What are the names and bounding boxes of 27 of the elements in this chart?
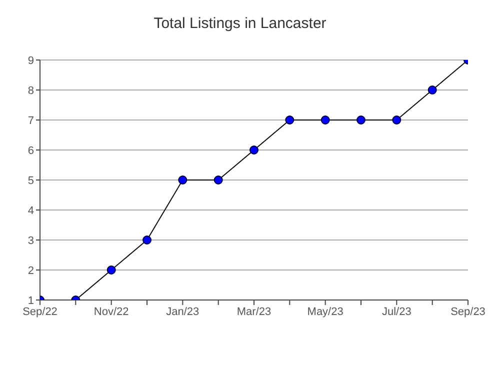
point [356,116,366,124]
y-tick-label: 3 [28,234,34,247]
point [178,176,188,184]
x-tick-label: Jan/23 [166,306,200,318]
x-tick-label: Mar/23 [236,306,272,318]
x-tick-label: Sep/23 [450,306,486,318]
y-tick-label: 1 [28,294,34,307]
y-tick-label: 8 [28,84,34,97]
y-tick-label: 9 [28,54,34,67]
point [428,86,437,94]
y-tick-label: 4 [28,204,34,217]
x-tick-label: Jul/23 [382,306,412,318]
point [142,236,152,244]
point [214,176,223,184]
chart-title: Total Listings in Lancaster [154,15,326,32]
x-tick-label: Sep/22 [22,306,58,318]
y-tick-label: 6 [28,144,34,157]
point [320,116,330,124]
point [250,146,258,154]
y-tick-label: 2 [28,264,34,277]
point [392,116,402,124]
x-tick-label: Nov/22 [94,306,129,318]
y-tick-label: 5 [28,174,34,187]
x-tick-label: May/23 [307,306,344,318]
point [285,116,294,124]
point [106,266,116,274]
y-tick-label: 7 [28,114,34,127]
